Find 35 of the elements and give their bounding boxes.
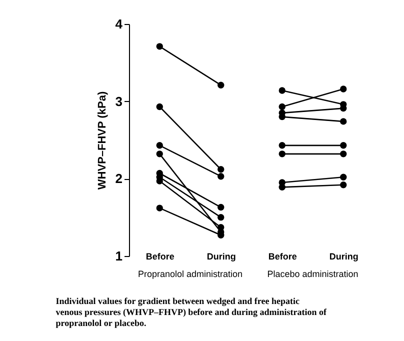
point bbox=[156, 150, 163, 158]
point bbox=[218, 204, 224, 211]
point bbox=[156, 142, 163, 149]
point bbox=[156, 103, 163, 110]
point bbox=[218, 224, 224, 231]
point bbox=[278, 87, 286, 94]
point bbox=[340, 182, 347, 188]
point bbox=[218, 82, 224, 88]
point bbox=[340, 86, 347, 92]
x-tick-label: Before bbox=[268, 252, 297, 262]
text: Placebo administration bbox=[267, 269, 358, 279]
point bbox=[156, 43, 163, 50]
y-tick-label: 2 bbox=[115, 171, 122, 186]
point bbox=[340, 142, 347, 149]
point bbox=[278, 142, 286, 149]
point bbox=[340, 118, 347, 125]
x-tick-label: During bbox=[206, 252, 236, 262]
point bbox=[156, 204, 163, 212]
point bbox=[218, 166, 224, 173]
point bbox=[156, 178, 163, 184]
text: Individual values for gradient between wedged and free hepatic venous pressures (WHVP–FHVP) before and during administration of propranolol or placebo. bbox=[56, 296, 328, 328]
y-axis-title: WHVP–FHVP (kPa) bbox=[96, 91, 108, 190]
point bbox=[278, 150, 286, 158]
x-tick-label: During bbox=[329, 252, 358, 262]
point bbox=[340, 174, 347, 180]
y-tick-label: 4 bbox=[115, 16, 124, 32]
point bbox=[340, 150, 347, 158]
y-tick-label: 1 bbox=[115, 248, 122, 264]
point bbox=[278, 184, 286, 191]
point bbox=[278, 103, 286, 110]
point bbox=[218, 173, 224, 180]
y-tick-label: 3 bbox=[115, 94, 122, 109]
text: Propranolol administration bbox=[138, 269, 243, 279]
point bbox=[218, 214, 224, 221]
x-tick-label: Before bbox=[146, 252, 174, 262]
